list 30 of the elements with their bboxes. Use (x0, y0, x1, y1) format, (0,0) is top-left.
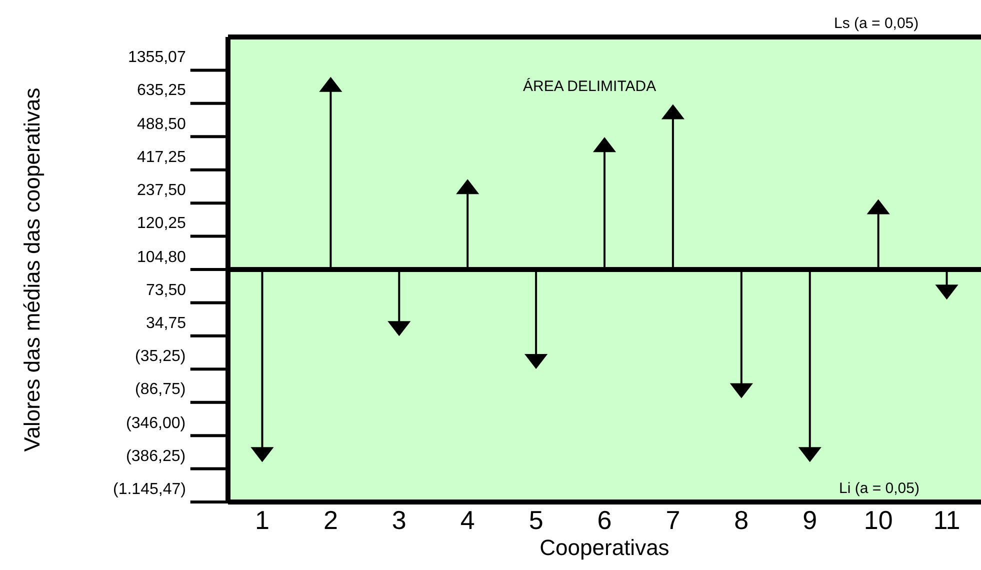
x-tick-label: 1 (254, 505, 270, 535)
text: (35,25) (135, 348, 186, 365)
text: 73,50 (146, 282, 186, 299)
x-tick-label: 4 (460, 505, 475, 535)
x-tick-label: 7 (666, 505, 680, 535)
x-tick-label: 11 (933, 505, 960, 535)
x-tick-label: 5 (528, 505, 544, 535)
x-axis-title: Cooperativas (540, 535, 670, 560)
text: 237,50 (137, 182, 186, 199)
x-tick-label: 3 (392, 505, 406, 535)
text: 104,80 (137, 249, 186, 266)
text: (1.145,47) (113, 481, 186, 498)
text: 488,50 (137, 116, 186, 133)
text: (86,75) (135, 381, 186, 398)
x-tick-label: 9 (802, 505, 818, 535)
text: 635,25 (137, 82, 186, 99)
text: 34,75 (146, 315, 186, 332)
text: 417,25 (137, 149, 186, 166)
text: (346,00) (126, 415, 186, 432)
text: Li (a = 0,05) (839, 480, 920, 497)
text: Ls (a = 0,05) (834, 15, 919, 32)
x-tick-label: 8 (734, 505, 749, 535)
x-tick-label: 6 (597, 505, 612, 535)
text: 1355,07 (128, 49, 186, 66)
text: Valores das médias das cooperativas (20, 88, 45, 452)
x-tick-label: 10 (864, 505, 893, 535)
text: 120,25 (137, 215, 186, 232)
x-tick-label: 2 (323, 505, 338, 535)
text: (386,25) (126, 448, 186, 465)
annotation: ÁREA DELIMITADA (523, 77, 656, 95)
